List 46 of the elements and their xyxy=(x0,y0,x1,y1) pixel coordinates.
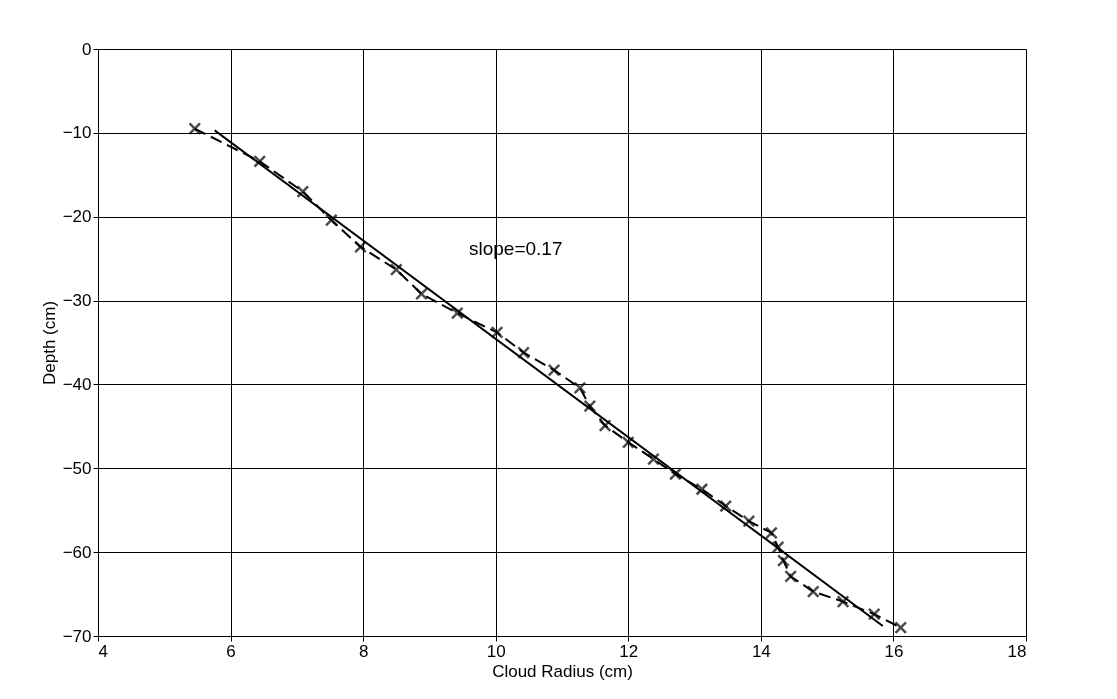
point xyxy=(776,554,790,568)
y-tick-label: −30 xyxy=(62,291,92,311)
point xyxy=(583,399,597,413)
point xyxy=(836,595,850,609)
y-tick-label: −60 xyxy=(62,542,92,562)
x-tick-label: 6 xyxy=(226,641,236,661)
point xyxy=(490,325,504,339)
y-tick-label: −40 xyxy=(62,374,92,394)
point xyxy=(253,154,267,168)
x-tick-label: 18 xyxy=(1007,641,1027,661)
point xyxy=(354,240,367,254)
point xyxy=(598,419,612,433)
point xyxy=(742,514,756,528)
x-tick-label: 8 xyxy=(358,641,369,661)
y-tick-label: −10 xyxy=(62,123,92,143)
y-tick-label: −50 xyxy=(62,458,92,478)
y-tick-label: 0 xyxy=(82,39,92,59)
point xyxy=(573,381,587,395)
x-tick-label: 14 xyxy=(751,641,771,661)
point xyxy=(646,452,660,466)
point xyxy=(517,346,531,360)
point xyxy=(719,499,733,513)
point xyxy=(806,585,820,599)
point xyxy=(621,435,635,449)
point xyxy=(894,621,908,635)
point xyxy=(188,122,202,136)
point xyxy=(784,569,798,583)
point xyxy=(450,306,464,320)
point xyxy=(695,482,709,496)
x-tick-label: 10 xyxy=(486,641,506,661)
point xyxy=(547,363,561,377)
y-tick-label: −70 xyxy=(62,626,92,646)
y-axis-title: Depth (cm) xyxy=(39,300,59,386)
point xyxy=(296,185,310,199)
point xyxy=(668,467,682,481)
y-tick-label: −20 xyxy=(62,207,92,227)
x-tick-label: 4 xyxy=(98,641,108,661)
point xyxy=(771,540,785,554)
x-tick-label: 12 xyxy=(619,641,639,661)
point xyxy=(414,287,428,301)
x-tick-label: 16 xyxy=(884,641,904,661)
point xyxy=(389,263,403,277)
x-axis-title: Cloud Radius (cm) xyxy=(492,661,633,681)
point xyxy=(324,213,338,227)
point xyxy=(764,526,778,540)
point xyxy=(867,607,881,621)
